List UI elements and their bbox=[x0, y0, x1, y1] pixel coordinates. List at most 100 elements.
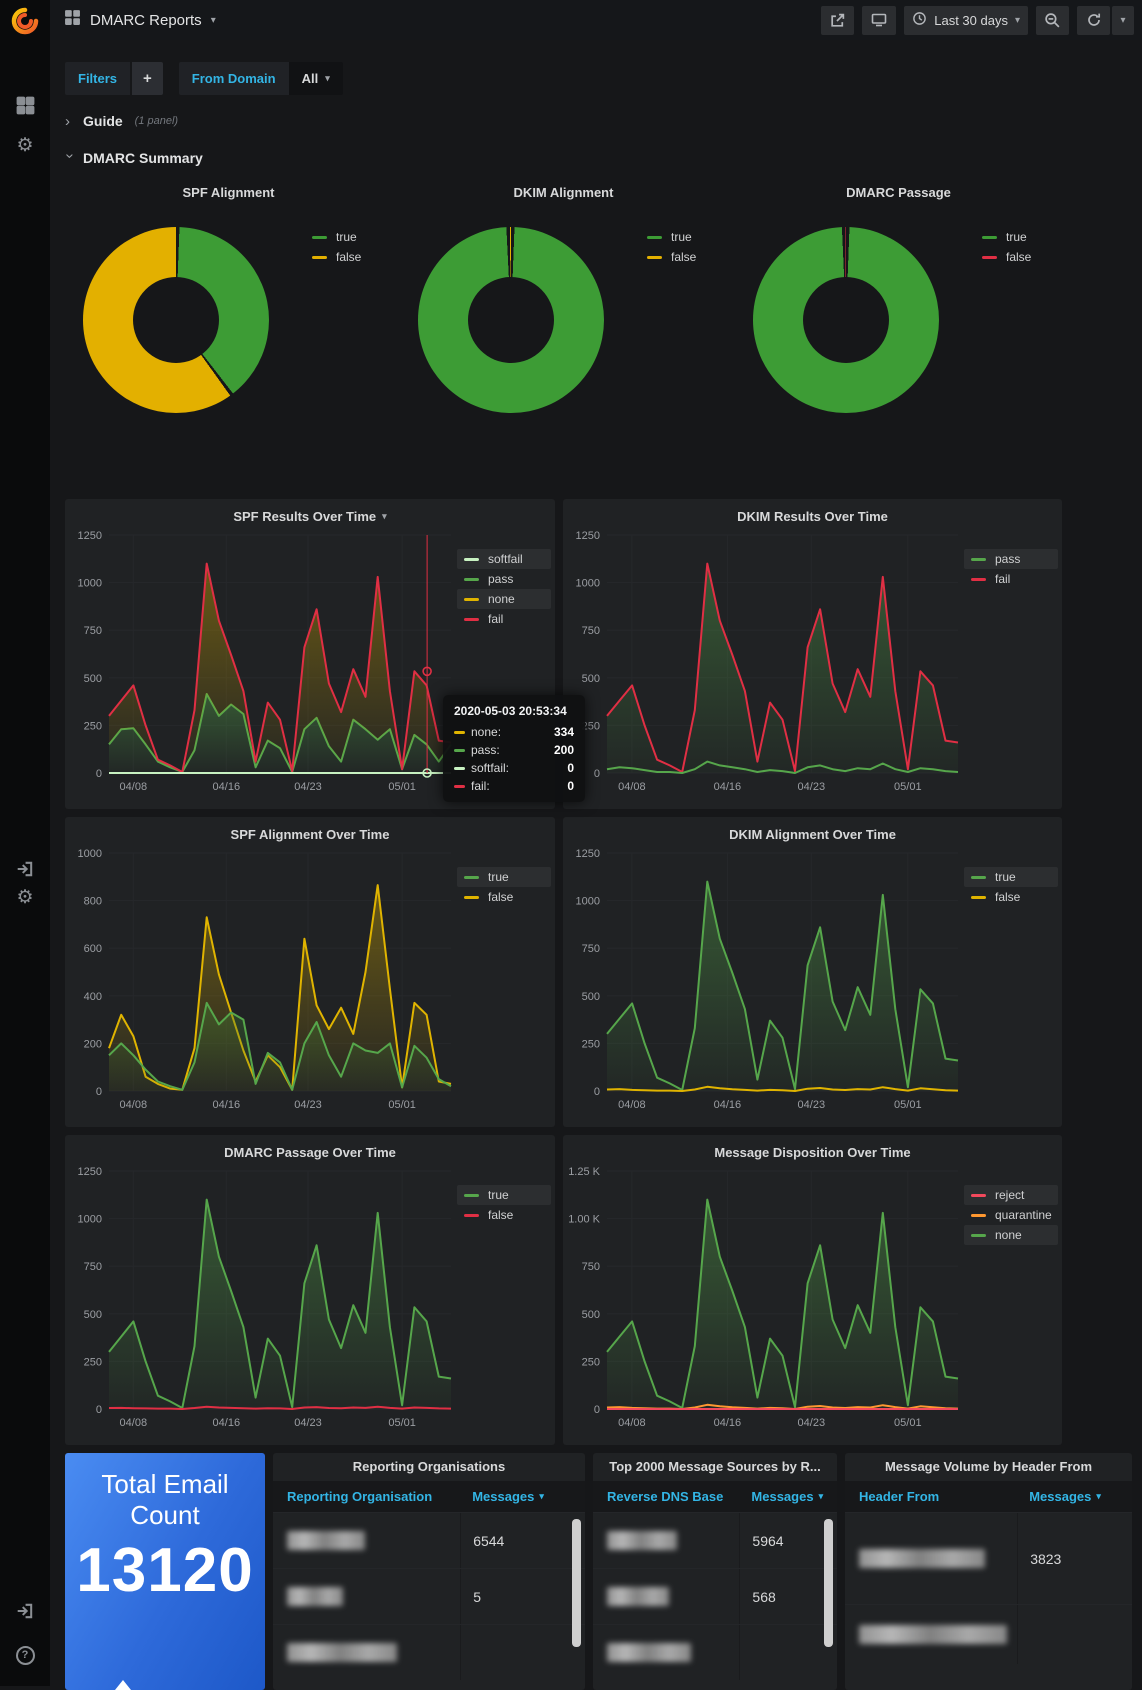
message-disposition-chart[interactable]: 0 250 500 750 1.00 K 1.25 K 04/08 04/16 04/23 05/… bbox=[567, 1161, 964, 1437]
redacted-text bbox=[607, 1587, 669, 1606]
time-range-picker[interactable]: Last 30 days ▾ bbox=[904, 5, 1028, 35]
legend-item-softfail[interactable]: softfail bbox=[457, 549, 551, 569]
legend-dash-icon bbox=[982, 255, 997, 259]
from-domain-select[interactable]: All ▾ bbox=[288, 62, 343, 95]
time-series-panels: SPF Results Over Time ▾ 0 250 500 750 1000 12… bbox=[65, 499, 1062, 1445]
panel-title[interactable]: DMARC Passage bbox=[846, 184, 951, 200]
legend-item-none[interactable]: none bbox=[964, 1225, 1058, 1245]
panel-title[interactable]: Top 2000 Message Sources by R... bbox=[609, 1458, 821, 1474]
legend-item-fail[interactable]: fail bbox=[964, 569, 1058, 589]
table-scrollbar[interactable] bbox=[572, 1519, 581, 1647]
panel-title[interactable]: SPF Alignment Over Time bbox=[230, 826, 390, 842]
panel-title[interactable]: SPF Results Over Time bbox=[233, 508, 377, 524]
chart-svg: 0 250 500 750 1000 1250 04/08 04/16 04/23 05/01 bbox=[78, 1166, 452, 1429]
legend-item-false[interactable]: false bbox=[964, 887, 1058, 907]
panel-title[interactable]: DKIM Alignment Over Time bbox=[729, 826, 896, 842]
legend-item-none[interactable]: none bbox=[457, 589, 551, 609]
chevron-right-icon: › bbox=[65, 112, 70, 130]
legend-item-reject[interactable]: reject bbox=[964, 1185, 1058, 1205]
legend-item-true[interactable]: true bbox=[975, 227, 1038, 247]
svg-text:04/16: 04/16 bbox=[714, 781, 742, 793]
dkim-alignment-chart[interactable]: 0 250 500 750 1000 1250 04/08 04/16 04/23 05/01 bbox=[567, 843, 964, 1119]
sign-in-icon-bottom[interactable] bbox=[0, 1598, 50, 1624]
panel-title[interactable]: DMARC Passage Over Time bbox=[224, 1144, 396, 1160]
legend-dash-icon bbox=[464, 1213, 479, 1217]
spf-alignment-chart[interactable]: 0 200 400 600 800 1000 04/08 04/16 04/23 05/01 bbox=[69, 843, 457, 1119]
dmarc-passage-donut[interactable] bbox=[753, 227, 939, 413]
add-filter-button[interactable]: + bbox=[132, 62, 163, 95]
table-scrollbar[interactable] bbox=[824, 1519, 833, 1647]
tooltip-row: pass: 200 bbox=[454, 743, 574, 757]
dmarc-passage-chart[interactable]: 0 250 500 750 1000 1250 04/08 04/16 04/23 05/01 bbox=[69, 1161, 457, 1437]
legend-dash-icon bbox=[971, 577, 986, 581]
clock-icon bbox=[912, 11, 927, 29]
legend-item-false[interactable]: false bbox=[457, 1205, 551, 1225]
legend-item-true[interactable]: true bbox=[964, 867, 1058, 887]
svg-text:05/01: 05/01 bbox=[894, 1099, 922, 1111]
chart-legend: true false bbox=[964, 843, 1058, 1119]
panel-title[interactable]: Reporting Organisations bbox=[352, 1458, 506, 1474]
legend-dash-icon bbox=[464, 875, 479, 879]
panel-dkim-alignment: DKIM Alignment Over Time 0 250 500 750 1000 1… bbox=[563, 817, 1062, 1127]
column-header-messages[interactable]: Messages ▾ bbox=[472, 1489, 544, 1504]
legend-item-true[interactable]: true bbox=[640, 227, 703, 247]
refresh-button[interactable] bbox=[1077, 5, 1110, 35]
filters-button[interactable]: Filters bbox=[65, 62, 131, 95]
panel-title[interactable]: DKIM Alignment bbox=[513, 184, 614, 200]
spf-alignment-donut[interactable] bbox=[83, 227, 269, 413]
legend-item-pass[interactable]: pass bbox=[964, 549, 1058, 569]
row-dmarc-summary[interactable]: › DMARC Summary bbox=[62, 147, 1134, 169]
sort-desc-icon: ▾ bbox=[818, 1491, 824, 1501]
dkim-alignment-donut[interactable] bbox=[418, 227, 604, 413]
legend-item-true[interactable]: true bbox=[457, 867, 551, 887]
column-header-reporting-organisation[interactable]: Reporting Organisation bbox=[287, 1489, 433, 1504]
legend-item-fail[interactable]: fail bbox=[457, 609, 551, 629]
help-icon[interactable]: ? bbox=[0, 1642, 50, 1668]
legend-item-true[interactable]: true bbox=[457, 1185, 551, 1205]
zoom-out-button[interactable] bbox=[1036, 5, 1069, 35]
dashboard-title[interactable]: DMARC Reports bbox=[90, 11, 202, 29]
sign-in-icon[interactable] bbox=[0, 856, 50, 882]
redacted-name-cell bbox=[593, 1513, 739, 1568]
column-header-header-from[interactable]: Header From bbox=[859, 1489, 940, 1504]
legend-item-false[interactable]: false bbox=[457, 887, 551, 907]
dkim-results-chart[interactable]: 0 250 500 750 1000 1250 04/08 04/16 04/23 05/01 bbox=[567, 525, 964, 801]
panel-title[interactable]: DKIM Results Over Time bbox=[737, 508, 888, 524]
tooltip-rows: none: 334 pass: 200 softfail: 0 fail: 0 bbox=[454, 725, 574, 793]
panel-menu-caret-icon[interactable]: ▾ bbox=[382, 510, 387, 521]
dashboards-grid-icon[interactable] bbox=[0, 92, 50, 118]
pie-legend: true false bbox=[975, 205, 1038, 413]
grafana-logo-icon[interactable] bbox=[10, 6, 40, 36]
legend-item-true[interactable]: true bbox=[305, 227, 368, 247]
legend-item-false[interactable]: false bbox=[975, 247, 1038, 267]
legend-item-quarantine[interactable]: quarantine bbox=[964, 1205, 1058, 1225]
row-panel-count: (1 panel) bbox=[134, 115, 179, 127]
configuration-gear-icon[interactable]: ⚙ bbox=[0, 132, 50, 158]
row-title: DMARC Summary bbox=[83, 150, 203, 166]
panel-title[interactable]: SPF Alignment bbox=[182, 184, 275, 200]
legend-item-false[interactable]: false bbox=[640, 247, 703, 267]
messages-value-cell: 5964 bbox=[739, 1513, 837, 1568]
row-guide[interactable]: › Guide (1 panel) bbox=[65, 110, 1134, 132]
legend-item-false[interactable]: false bbox=[305, 247, 368, 267]
panel-spf-alignment: SPF Alignment Over Time 0 200 400 600 800 100… bbox=[65, 817, 555, 1127]
panel-reporting-organisations: Reporting Organisations Reporting Organi… bbox=[273, 1453, 585, 1690]
svg-text:04/08: 04/08 bbox=[120, 1417, 148, 1429]
column-header-reverse-dns-base[interactable]: Reverse DNS Base bbox=[607, 1489, 724, 1504]
share-button[interactable] bbox=[821, 5, 855, 35]
caret-down-icon[interactable]: ▾ bbox=[210, 14, 216, 26]
server-admin-gear-icon[interactable]: ⚙ bbox=[0, 884, 50, 910]
svg-text:04/16: 04/16 bbox=[213, 781, 241, 793]
refresh-interval-caret[interactable]: ▾ bbox=[1112, 5, 1134, 35]
panel-message-disposition: Message Disposition Over Time 0 250 500 750… bbox=[563, 1135, 1062, 1445]
redacted-text bbox=[859, 1625, 1007, 1644]
column-header-messages[interactable]: Messages ▾ bbox=[751, 1489, 824, 1504]
tv-mode-button[interactable] bbox=[862, 5, 897, 35]
legend-item-pass[interactable]: pass bbox=[457, 569, 551, 589]
column-header-messages[interactable]: Messages ▾ bbox=[1029, 1489, 1101, 1504]
panel-title[interactable]: Message Disposition Over Time bbox=[714, 1144, 911, 1160]
redacted-name-cell bbox=[845, 1513, 1017, 1604]
spf-results-chart[interactable]: 0 250 500 750 1000 1250 04/08 04/16 04/23 05/01 bbox=[69, 525, 457, 801]
redacted-text bbox=[287, 1587, 343, 1606]
panel-title[interactable]: Message Volume by Header From bbox=[884, 1458, 1093, 1474]
